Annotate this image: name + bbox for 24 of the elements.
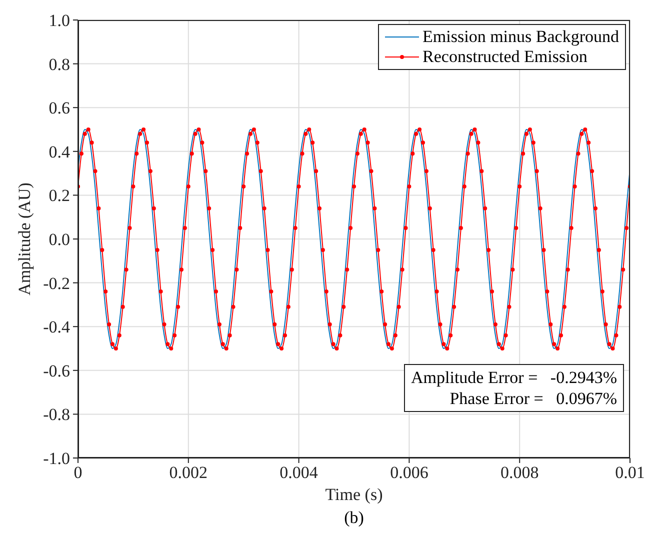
y-tick-label: -1.0 bbox=[43, 449, 70, 468]
legend-label: Reconstructed Emission bbox=[422, 47, 588, 67]
y-axis-title: Amplitude (AU) bbox=[15, 182, 34, 296]
y-tick-label: -0.2 bbox=[43, 274, 70, 293]
x-tick-label: 0.01 bbox=[615, 463, 645, 482]
y-tick-label: 0.8 bbox=[48, 54, 70, 74]
annotation: Amplitude Error = -0.2943% bbox=[411, 366, 617, 388]
x-axis-title: Time (s) bbox=[325, 485, 383, 504]
annotation: Phase Error = 0.0967% bbox=[448, 388, 617, 409]
y-tick-label: 1.0 bbox=[48, 11, 70, 30]
text: (b) bbox=[343, 508, 365, 528]
x-tick-label: 0 bbox=[74, 463, 82, 482]
y-tick-label: 0.4 bbox=[48, 142, 70, 162]
x-tick-label: 0.004 bbox=[280, 463, 318, 482]
x-tick-label: 0.008 bbox=[500, 463, 539, 482]
y-tick-label: 0.2 bbox=[48, 186, 70, 206]
x-tick-label: 0.002 bbox=[169, 463, 208, 482]
x-tick-label: 0.006 bbox=[390, 463, 428, 482]
y-tick-label: 0.0 bbox=[48, 230, 70, 250]
y-tick-label: 0.6 bbox=[48, 98, 70, 118]
legend-label: Emission minus Background bbox=[422, 27, 619, 47]
y-tick-label: -0.4 bbox=[43, 318, 70, 337]
y-tick-label: -0.6 bbox=[43, 361, 70, 380]
y-tick-label: -0.8 bbox=[43, 405, 70, 424]
